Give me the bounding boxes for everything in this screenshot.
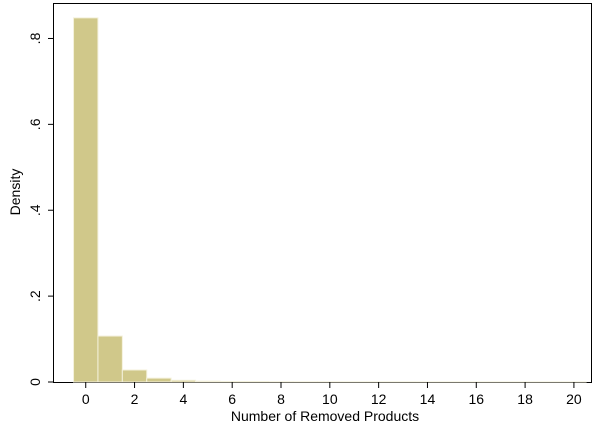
x-tick-label: 6 xyxy=(228,391,236,407)
x-tick-label: 14 xyxy=(420,391,436,407)
y-tick-label: 0 xyxy=(27,378,43,386)
histogram-bar xyxy=(195,380,221,383)
x-tick-label: 4 xyxy=(179,391,187,407)
y-tick-label: .2 xyxy=(27,290,43,302)
x-tick-label: 2 xyxy=(131,391,139,407)
histogram-bar xyxy=(170,379,197,383)
plot-frame xyxy=(53,3,592,383)
x-tick-label: 10 xyxy=(322,391,338,407)
x-tick-label: 0 xyxy=(82,391,90,407)
x-axis: 0 2 4 6 8 10 12 14 16 18 20 xyxy=(82,382,582,407)
histogram-bar xyxy=(73,17,99,383)
x-tick-label: 12 xyxy=(371,391,387,407)
x-tick-label: 18 xyxy=(517,391,533,407)
y-axis-title: Density xyxy=(7,169,23,216)
y-axis: 0 .2 .4 .6 .8 xyxy=(27,32,54,386)
y-tick-label: .8 xyxy=(27,32,43,44)
x-tick-label: 16 xyxy=(468,391,484,407)
histogram-bar xyxy=(146,377,172,383)
x-tick-label: 20 xyxy=(566,391,582,407)
histogram-bar xyxy=(121,369,148,383)
y-tick-label: .6 xyxy=(27,118,43,130)
y-tick-label: .4 xyxy=(27,204,43,216)
histogram-bar xyxy=(97,335,123,383)
x-tick-label: 8 xyxy=(277,391,285,407)
bar-group xyxy=(73,17,587,383)
x-axis-title: Number of Removed Products xyxy=(231,408,419,424)
